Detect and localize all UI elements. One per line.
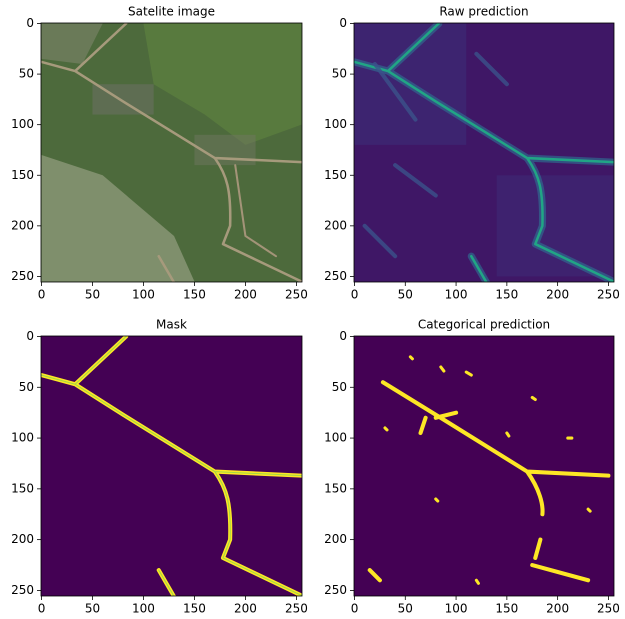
x-tick-label: 200 [546,288,569,302]
x-tick-label: 150 [495,602,518,616]
y-tick-label: 250 [324,269,347,283]
y-tick-label: 150 [324,481,347,495]
x-tick-label: 100 [132,288,155,302]
x-tick-label: 50 [398,288,413,302]
y-tick-label: 100 [11,431,34,445]
figure: Satelite image 0 50 100 150 200 250 0 50 100 150 20… [0,0,625,615]
y-tick-label: 200 [11,218,34,232]
y-tick-label: 50 [19,67,34,81]
y-tick-label: 250 [324,583,347,597]
x-tick-label: 100 [132,602,155,616]
y-tick-label: 0 [339,16,347,30]
y-tick-label: 50 [332,380,347,394]
x-tick-label: 200 [546,602,569,616]
x-tick-label: 250 [285,288,308,302]
raw-prediction-image [354,23,614,283]
subplot-title: Raw prediction [439,5,528,19]
x-tick-label: 200 [234,602,257,616]
subplot-title: Satelite image [128,5,215,19]
y-tick-label: 150 [324,168,347,182]
x-tick-label: 50 [85,602,100,616]
x-tick-label: 250 [597,602,620,616]
y-tick-label: 150 [11,481,34,495]
x-tick-label: 0 [38,288,46,302]
y-tick-label: 0 [26,329,34,343]
mask-image [41,336,302,597]
y-tick-label: 200 [324,532,347,546]
y-tick-label: 50 [19,380,34,394]
x-tick-label: 200 [234,288,257,302]
y-tick-label: 100 [324,117,347,131]
x-tick-label: 0 [38,602,46,616]
x-tick-label: 150 [183,288,206,302]
y-tick-label: 200 [11,532,34,546]
x-tick-label: 0 [351,288,359,302]
y-tick-label: 0 [26,16,34,30]
y-tick-label: 100 [11,117,34,131]
y-tick-label: 0 [339,329,347,343]
x-tick-label: 0 [351,602,359,616]
x-tick-label: 50 [85,288,100,302]
x-tick-label: 250 [285,602,308,616]
x-tick-label: 150 [495,288,518,302]
y-tick-label: 50 [332,67,347,81]
subplot-title: Categorical prediction [418,318,550,332]
x-tick-label: 150 [183,602,206,616]
satellite-image [41,23,302,283]
y-tick-label: 250 [11,269,34,283]
y-tick-label: 150 [11,168,34,182]
y-tick-label: 100 [324,431,347,445]
x-tick-label: 100 [445,602,468,616]
subplot-title: Mask [156,318,187,332]
x-tick-label: 250 [597,288,620,302]
x-tick-label: 50 [398,602,413,616]
x-tick-label: 100 [445,288,468,302]
y-tick-label: 200 [324,218,347,232]
y-tick-label: 250 [11,583,34,597]
categorical-prediction-image [354,336,614,596]
